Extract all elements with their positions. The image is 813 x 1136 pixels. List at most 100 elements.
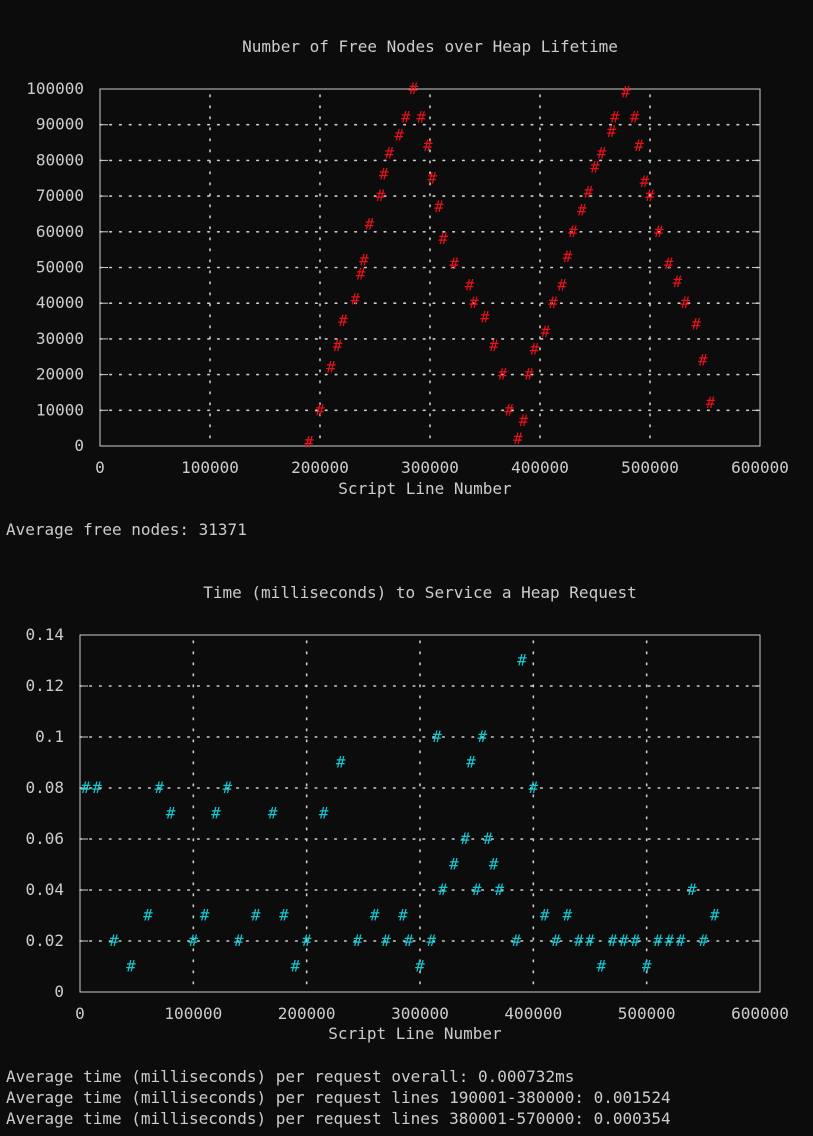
- x-axis-tick-labels: 0 100000 200000 300000 400000 500000 600000: [95, 458, 789, 477]
- data-point: #: [384, 143, 394, 162]
- data-point: #: [548, 293, 558, 312]
- data-point: #: [438, 229, 448, 248]
- data-point: #: [710, 906, 720, 925]
- data-point: #: [353, 931, 363, 950]
- data-point: #: [640, 172, 650, 191]
- y-tick-label: 30000: [36, 329, 84, 348]
- data-point: #: [336, 753, 346, 772]
- average-time-overall: Average time (milliseconds) per request …: [6, 1067, 574, 1086]
- y-tick-label: 60000: [36, 222, 84, 241]
- data-point: #: [449, 855, 459, 874]
- data-point: #: [223, 778, 233, 797]
- x-tick-label: 200000: [278, 1004, 336, 1023]
- data-point: #: [621, 83, 631, 102]
- data-point: #: [480, 307, 490, 326]
- x-axis-label: Script Line Number: [338, 479, 512, 498]
- data-point: #: [489, 855, 499, 874]
- data-point: #: [434, 197, 444, 216]
- data-point: #: [584, 183, 594, 202]
- y-tick-label: 50000: [36, 258, 84, 277]
- data-point: #: [489, 336, 499, 355]
- x-tick-label: 600000: [731, 458, 789, 477]
- data-point: #: [234, 931, 244, 950]
- data-point: #: [512, 931, 522, 950]
- data-point: #: [449, 254, 459, 273]
- y-tick-label: 70000: [36, 186, 84, 205]
- x-tick-label: 0: [95, 458, 105, 477]
- data-point: #: [376, 186, 386, 205]
- data-point: #: [630, 108, 640, 127]
- data-point: #: [465, 275, 475, 294]
- data-point: #: [680, 293, 690, 312]
- data-point: #: [563, 247, 573, 266]
- data-point: #: [664, 254, 674, 273]
- data-point: #: [706, 393, 716, 412]
- data-point: #: [126, 957, 136, 976]
- free-nodes-chart: Number of Free Nodes over Heap Lifetime …: [26, 37, 789, 498]
- data-point: #: [568, 222, 578, 241]
- y-tick-label: 0.14: [25, 625, 64, 644]
- x-tick-label: 400000: [511, 458, 569, 477]
- y-tick-label: 0.06: [25, 829, 64, 848]
- average-time-range-2: Average time (milliseconds) per request …: [6, 1109, 671, 1128]
- y-tick-label: 10000: [36, 400, 84, 419]
- data-point: #: [469, 293, 479, 312]
- data-point: #: [189, 931, 199, 950]
- chart-title: Time (milliseconds) to Service a Heap Re…: [203, 583, 636, 602]
- data-point: #: [109, 931, 119, 950]
- y-tick-label: 20000: [36, 365, 84, 384]
- y-tick-label: 0: [74, 436, 84, 455]
- data-points: # # # # # # # # # # # # # # # # # # # # # # # # # # # # # # # # # # # # # # # #…: [81, 651, 720, 976]
- data-point: #: [350, 290, 360, 309]
- data-point: #: [645, 186, 655, 205]
- data-point: #: [574, 931, 584, 950]
- chart-title: Number of Free Nodes over Heap Lifetime: [242, 37, 618, 56]
- data-point: #: [304, 432, 314, 451]
- data-point: #: [302, 931, 312, 950]
- data-point: #: [401, 108, 411, 127]
- data-point: #: [326, 357, 336, 376]
- data-point: #: [427, 931, 437, 950]
- data-point: #: [291, 957, 301, 976]
- x-axis-tick-labels: 0 100000 200000 300000 400000 500000 600000: [75, 1004, 789, 1023]
- data-point: #: [319, 804, 329, 823]
- y-tick-label: 40000: [36, 293, 84, 312]
- data-point: #: [577, 200, 587, 219]
- x-tick-label: 500000: [618, 1004, 676, 1023]
- data-point: #: [166, 804, 176, 823]
- data-point: #: [597, 957, 607, 976]
- data-point: #: [530, 340, 540, 359]
- data-point: #: [394, 125, 404, 144]
- data-point: #: [251, 906, 261, 925]
- data-point: #: [404, 931, 414, 950]
- data-point: #: [416, 108, 426, 127]
- data-point: #: [653, 931, 663, 950]
- data-point: #: [315, 400, 325, 419]
- data-point: #: [590, 158, 600, 177]
- data-point: #: [698, 350, 708, 369]
- data-point: #: [513, 429, 523, 448]
- data-point: #: [498, 365, 508, 384]
- data-point: #: [691, 315, 701, 334]
- data-point: #: [517, 651, 527, 670]
- data-point: #: [398, 906, 408, 925]
- data-point: #: [631, 931, 641, 950]
- data-point: #: [687, 880, 697, 899]
- data-point: #: [673, 272, 683, 291]
- data-point: #: [676, 931, 686, 950]
- data-point: #: [699, 931, 709, 950]
- data-point: #: [563, 906, 573, 925]
- y-axis-tick-labels: 0.14 0.12 0.1 0.08 0.06 0.04 0.02 0: [25, 625, 64, 1001]
- x-axis-label: Script Line Number: [328, 1024, 502, 1043]
- data-point: #: [155, 778, 165, 797]
- data-point: #: [504, 400, 514, 419]
- x-tick-label: 500000: [621, 458, 679, 477]
- data-point: #: [461, 829, 471, 848]
- data-point: #: [438, 880, 448, 899]
- data-point: #: [365, 215, 375, 234]
- data-point: #: [634, 136, 644, 155]
- data-point: #: [268, 804, 278, 823]
- data-point: #: [654, 222, 664, 241]
- data-point: #: [483, 829, 493, 848]
